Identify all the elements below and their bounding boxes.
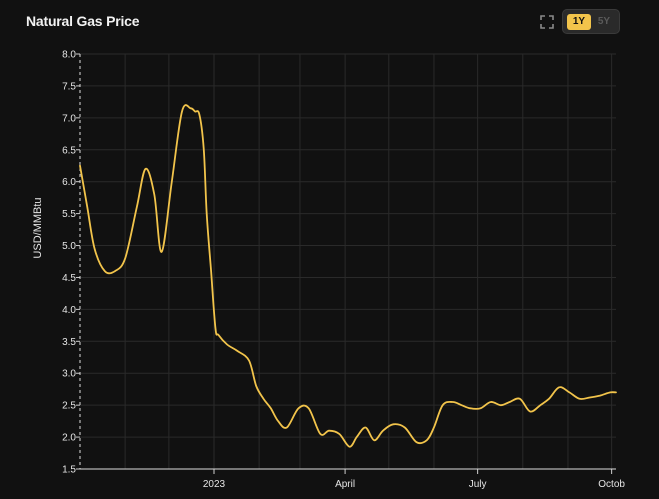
- y-axis-ticks: 8.0 7.5 7.0 6.5 6.0 5.5 5.0 4.5 4.0 3.5 3.0 2.5 2.0 1…: [62, 50, 80, 476]
- y-tick-label: 2.5: [62, 401, 76, 412]
- y-tick-label: 6.0: [62, 177, 76, 188]
- y-tick-label: 8.0: [62, 50, 76, 61]
- y-tick-label: 7.0: [62, 113, 76, 124]
- x-tick-label: April: [335, 479, 355, 490]
- range-5y-button[interactable]: 5Y: [597, 16, 611, 27]
- x-tick-label: Octob: [598, 479, 625, 490]
- y-tick-label: 7.5: [62, 81, 76, 92]
- grid-lines: [80, 53, 616, 470]
- y-axis-label: USD/MMBtu: [32, 197, 44, 258]
- expand-icon[interactable]: [540, 15, 554, 29]
- y-tick-label: 1.5: [62, 465, 76, 476]
- price-line: [79, 104, 617, 448]
- range-1y-button[interactable]: 1Y: [567, 14, 591, 30]
- range-selector: 1Y 5Y: [562, 9, 620, 34]
- y-tick-label: 5.5: [62, 209, 76, 220]
- x-axis-ticks: 2023 April July Octob: [203, 469, 625, 490]
- chart-title: Natural Gas Price: [26, 13, 140, 29]
- y-tick-label: 3.0: [62, 369, 76, 380]
- y-tick-label: 2.0: [62, 433, 76, 444]
- y-tick-label: 6.5: [62, 145, 76, 156]
- y-tick-label: 5.0: [62, 241, 76, 252]
- x-tick-label: July: [469, 479, 487, 490]
- y-tick-label: 3.5: [62, 337, 76, 348]
- y-tick-label: 4.5: [62, 273, 76, 284]
- y-tick-label: 4.0: [62, 305, 76, 316]
- x-tick-label: 2023: [203, 479, 226, 490]
- axes: [79, 54, 616, 470]
